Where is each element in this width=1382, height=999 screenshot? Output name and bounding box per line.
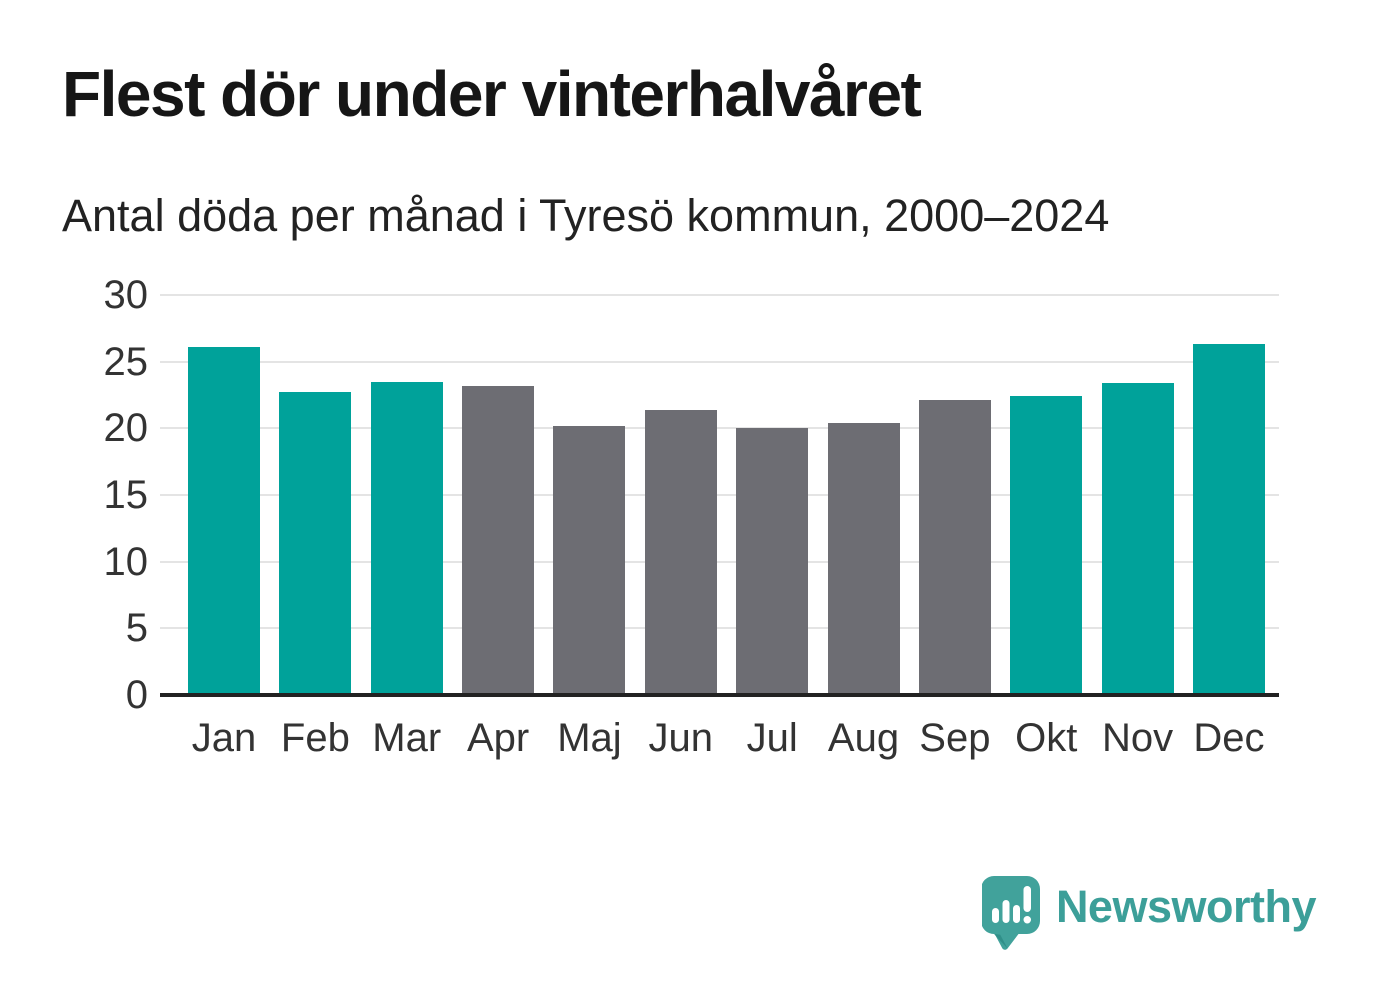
- chart-subtitle: Antal döda per månad i Tyresö kommun, 20…: [62, 190, 1110, 241]
- page-title: Flest dör under vinterhalvåret: [62, 58, 922, 130]
- x-tick-label-jun: Jun: [648, 716, 714, 760]
- gridline-25: [160, 360, 1279, 363]
- brand-logo: Newsworthy: [981, 876, 1317, 956]
- x-tick-label-nov: Nov: [1102, 716, 1174, 760]
- bar-group: [160, 295, 1279, 695]
- bar-jun: [644, 409, 717, 695]
- bar-dec: [1192, 344, 1265, 695]
- x-tick-label-mar: Mar: [372, 716, 442, 760]
- y-axis: 0 5 10 15 20 25 30: [0, 275, 149, 715]
- gridline-10: [160, 560, 1279, 563]
- y-tick-label-5: 5: [125, 606, 148, 651]
- x-tick-label-dec: Dec: [1193, 716, 1265, 760]
- x-tick-label-maj: Maj: [557, 716, 622, 760]
- bar-apr: [462, 385, 535, 695]
- x-tick-label-okt: Okt: [1015, 716, 1078, 760]
- y-tick-label-20: 20: [103, 406, 149, 451]
- x-tick-label-jul: Jul: [746, 716, 798, 760]
- gridline-5: [160, 627, 1279, 630]
- bar-maj: [553, 425, 626, 695]
- y-tick-label-25: 25: [103, 339, 149, 384]
- y-tick-label-10: 10: [103, 539, 149, 584]
- y-tick-label-0: 0: [125, 673, 148, 717]
- plot-area: [160, 294, 1279, 697]
- bar-feb: [279, 392, 352, 695]
- bar-mar: [370, 381, 443, 695]
- bar-okt: [1010, 396, 1083, 695]
- x-tick-label-apr: Apr: [466, 716, 530, 760]
- x-tick-label-jan: Jan: [191, 716, 257, 760]
- bar-jul: [736, 428, 809, 695]
- brand-name: Newsworthy: [1055, 881, 1317, 932]
- bar-sep: [918, 400, 991, 695]
- x-tick-label-feb: Feb: [280, 716, 350, 760]
- bar-nov: [1101, 383, 1174, 695]
- x-tick-label-aug: Aug: [827, 716, 900, 760]
- bar-jan: [188, 347, 260, 695]
- newsworthy-logo-icon: [981, 876, 1040, 950]
- y-tick-label-30: 30: [103, 273, 149, 317]
- gridline-15: [160, 494, 1279, 496]
- x-axis: Jan Feb Mar Apr Maj Jun Jul Aug Sep Okt Nov Dec: [160, 714, 1279, 762]
- gridline-30: [160, 294, 1279, 296]
- bar-aug: [827, 423, 900, 695]
- x-axis-baseline: [160, 693, 1279, 697]
- y-tick-label-15: 15: [103, 473, 149, 517]
- x-tick-label-sep: Sep: [919, 716, 991, 760]
- gridline-20: [160, 427, 1279, 430]
